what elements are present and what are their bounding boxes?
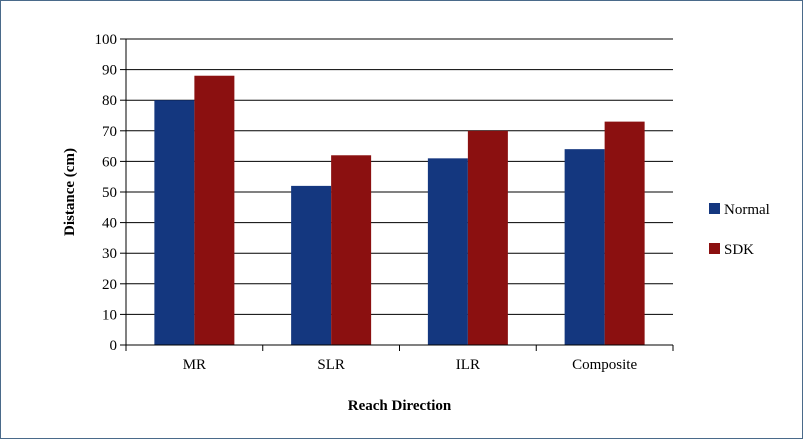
y-tick-label: 20 [102, 277, 117, 293]
x-tick-label: SLR [317, 357, 345, 373]
y-tick-label: 10 [102, 307, 117, 323]
bars [154, 75, 645, 346]
x-tick-labels: MR SLR ILR Composite [183, 357, 638, 373]
bar-sdk-ilr [467, 130, 508, 345]
x-tick-label: MR [183, 357, 206, 373]
y-tick-labels: 0 10 20 30 40 50 60 70 80 90 100 [95, 32, 118, 354]
bar-normal-mr [154, 100, 195, 345]
y-tick-label: 70 [102, 124, 117, 140]
y-axis-title: Distance (cm) [62, 148, 78, 236]
y-tick-label: 40 [102, 216, 117, 232]
bar-normal-ilr [427, 158, 468, 345]
legend-swatch-sdk [709, 243, 720, 254]
axes [120, 38, 674, 351]
y-tick-label: 30 [102, 246, 117, 262]
bar-normal-composite [564, 149, 605, 345]
bar-sdk-composite [604, 121, 645, 346]
x-axis-title: Reach Direction [348, 398, 452, 414]
legend: Normal SDK [709, 202, 770, 258]
x-tick-label: ILR [456, 357, 480, 373]
legend-label-sdk: SDK [724, 242, 754, 258]
y-tick-label: 0 [110, 338, 118, 354]
y-tick-label: 80 [102, 93, 117, 109]
bar-normal-slr [291, 185, 332, 345]
x-tick-label: Composite [572, 357, 637, 373]
bar-sdk-mr [194, 75, 235, 345]
bar-sdk-slr [331, 155, 372, 345]
legend-swatch-normal [709, 203, 720, 214]
y-tick-label: 90 [102, 63, 117, 79]
y-tick-label: 50 [102, 185, 117, 201]
legend-label-normal: Normal [724, 202, 770, 218]
y-tick-label: 60 [102, 154, 117, 170]
y-tick-label: 100 [95, 32, 118, 48]
